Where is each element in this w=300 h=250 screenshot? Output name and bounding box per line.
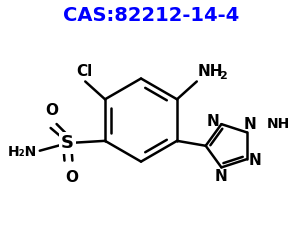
Text: N: N [215,169,228,184]
Text: N: N [243,117,256,132]
Text: O: O [45,103,58,118]
Text: 2: 2 [220,72,227,82]
Text: H₂N: H₂N [8,145,37,159]
Text: O: O [65,170,78,184]
Text: Cl: Cl [76,64,92,78]
Text: N: N [248,153,261,168]
Text: N: N [206,114,219,129]
Text: NH: NH [198,64,223,78]
Text: NH: NH [267,118,290,132]
Text: CAS:82212-14-4: CAS:82212-14-4 [63,6,239,25]
Text: S: S [61,134,74,152]
